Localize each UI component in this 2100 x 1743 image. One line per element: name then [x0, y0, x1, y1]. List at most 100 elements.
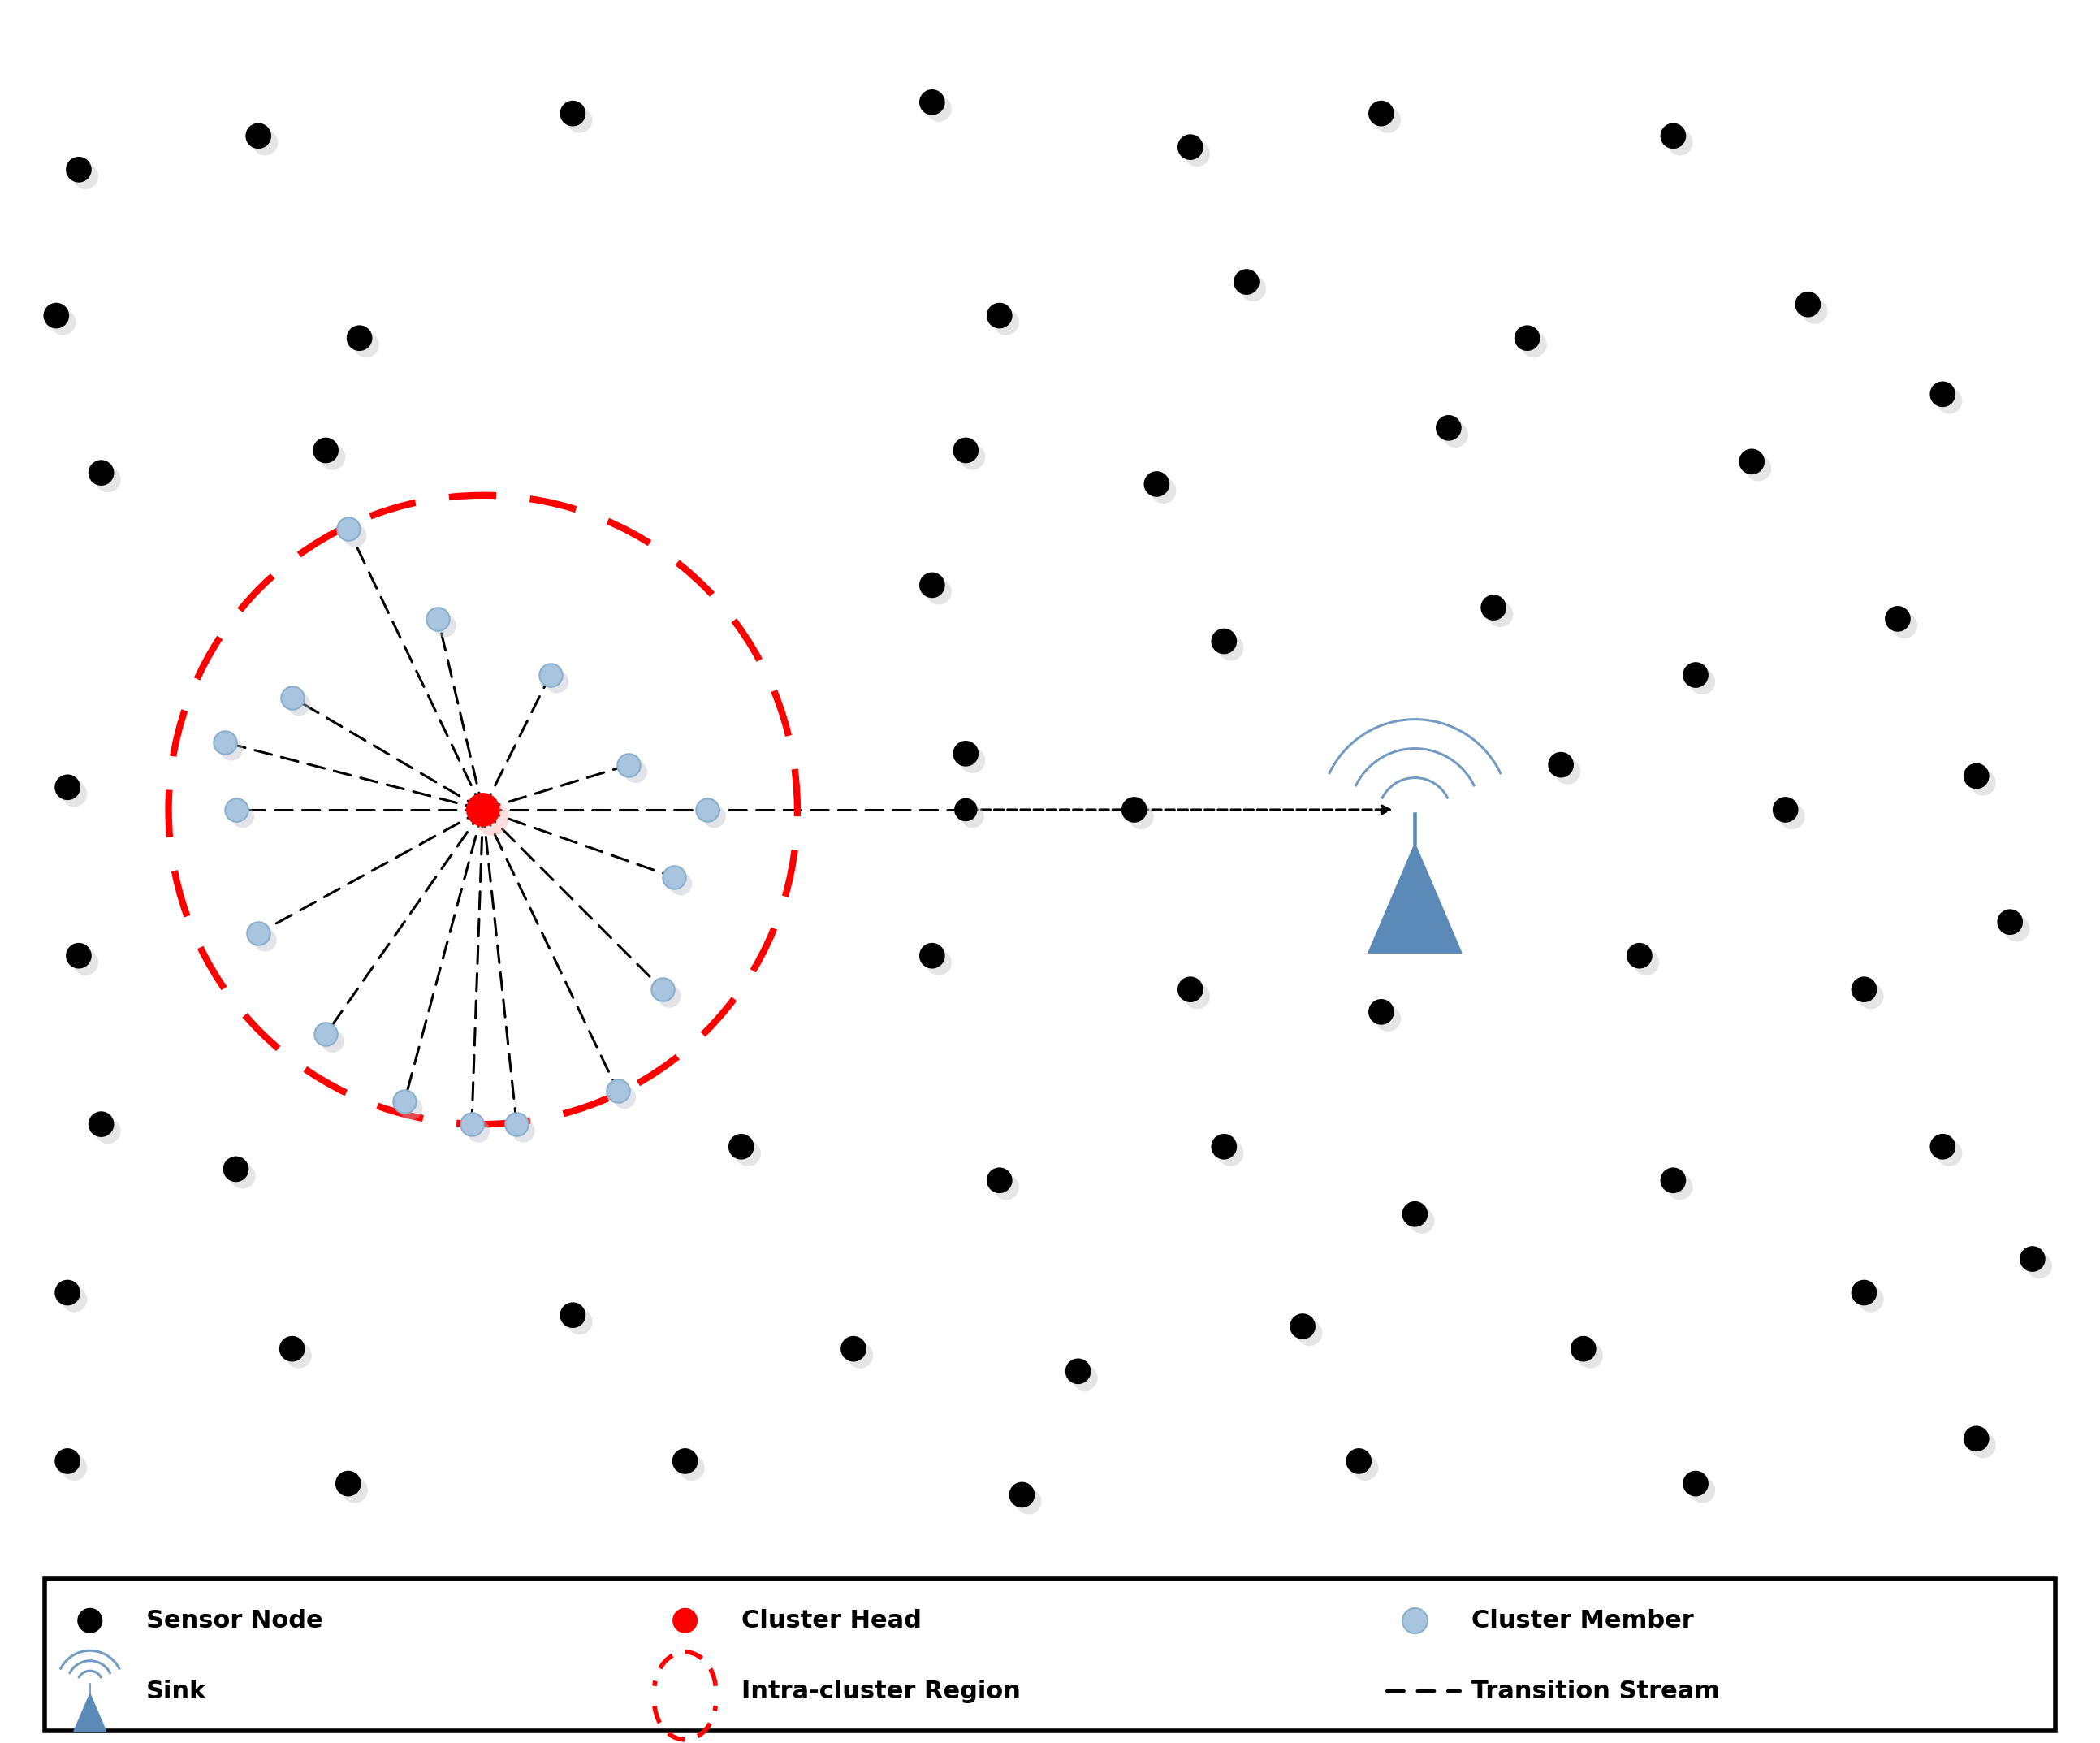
- Point: [1237, 275, 1270, 303]
- Point: [1663, 129, 1697, 157]
- Point: [1678, 661, 1711, 688]
- Point: [466, 797, 500, 824]
- Point: [563, 106, 596, 134]
- Point: [956, 443, 989, 471]
- Point: [61, 941, 94, 969]
- Point: [697, 802, 731, 830]
- Point: [57, 781, 90, 809]
- Point: [533, 661, 567, 688]
- Point: [57, 1454, 90, 1482]
- Point: [69, 948, 103, 976]
- Point: [949, 436, 983, 464]
- Point: [989, 309, 1023, 336]
- Point: [349, 331, 382, 359]
- Text: Intra-cluster Region: Intra-cluster Region: [741, 1680, 1021, 1703]
- Point: [1516, 331, 1550, 359]
- Text: Sensor Node: Sensor Node: [147, 1609, 323, 1633]
- Point: [1993, 908, 2027, 936]
- Point: [1932, 1140, 1966, 1168]
- Point: [315, 1027, 349, 1055]
- Point: [949, 739, 983, 767]
- Point: [1510, 324, 1544, 352]
- Point: [1888, 612, 1922, 640]
- Text: Sink: Sink: [147, 1680, 206, 1703]
- Point: [1999, 915, 2033, 943]
- Point: [1124, 802, 1157, 830]
- Point: [275, 683, 309, 711]
- Point: [731, 1140, 764, 1168]
- Point: [664, 870, 697, 898]
- Point: [218, 1156, 252, 1183]
- Point: [1476, 594, 1510, 622]
- Point: [1174, 132, 1208, 160]
- Point: [989, 1173, 1023, 1201]
- Point: [611, 751, 645, 779]
- Point: [563, 1307, 596, 1335]
- Point: [1006, 1482, 1040, 1509]
- Point: [1926, 380, 1959, 408]
- Point: [949, 797, 983, 824]
- Point: [2022, 1251, 2056, 1279]
- Point: [456, 1110, 489, 1138]
- Point: [844, 1342, 878, 1370]
- Point: [1686, 1476, 1720, 1504]
- Point: [281, 1342, 315, 1370]
- Point: [691, 797, 724, 824]
- Point: [275, 1335, 309, 1363]
- Point: [1550, 758, 1583, 786]
- Point: [1966, 769, 1999, 797]
- Point: [668, 1607, 701, 1635]
- Point: [983, 1166, 1016, 1194]
- Point: [1657, 122, 1691, 150]
- Point: [332, 514, 365, 542]
- Point: [1735, 448, 1768, 476]
- Point: [1657, 1166, 1691, 1194]
- Point: [657, 863, 691, 891]
- Point: [342, 324, 376, 352]
- Point: [607, 1084, 640, 1112]
- Point: [1798, 296, 1831, 324]
- Point: [242, 122, 275, 150]
- Point: [1848, 976, 1882, 1004]
- Point: [1439, 420, 1472, 448]
- Point: [1768, 797, 1802, 824]
- Point: [57, 1285, 90, 1312]
- Polygon shape: [1369, 844, 1462, 953]
- Point: [90, 465, 124, 493]
- Point: [208, 729, 242, 756]
- Point: [2016, 1245, 2050, 1272]
- Point: [983, 302, 1016, 329]
- Point: [84, 1110, 118, 1138]
- Point: [74, 1607, 107, 1635]
- Point: [1623, 941, 1657, 969]
- Point: [1775, 802, 1808, 830]
- Point: [1180, 139, 1214, 167]
- Point: [836, 1335, 869, 1363]
- Point: [1208, 1133, 1241, 1161]
- Point: [916, 572, 949, 600]
- Polygon shape: [74, 1694, 107, 1731]
- Point: [668, 1447, 701, 1475]
- Point: [50, 1447, 84, 1475]
- Point: [1926, 1133, 1959, 1161]
- Point: [922, 948, 956, 976]
- Point: [227, 802, 260, 830]
- Point: [956, 802, 989, 830]
- Point: [50, 1279, 84, 1307]
- Point: [1854, 1285, 1888, 1312]
- Point: [69, 162, 103, 190]
- Point: [1174, 976, 1208, 1004]
- Point: [218, 797, 252, 824]
- Point: [422, 605, 456, 633]
- Point: [315, 443, 349, 471]
- Point: [1208, 627, 1241, 655]
- Point: [1630, 948, 1663, 976]
- Point: [248, 926, 281, 953]
- Point: [214, 736, 248, 763]
- Point: [1069, 1365, 1103, 1393]
- Point: [1180, 983, 1214, 1011]
- Point: [1567, 1335, 1600, 1363]
- Text: Cluster Member: Cluster Member: [1472, 1609, 1693, 1633]
- Point: [620, 758, 653, 786]
- Point: [388, 1088, 422, 1116]
